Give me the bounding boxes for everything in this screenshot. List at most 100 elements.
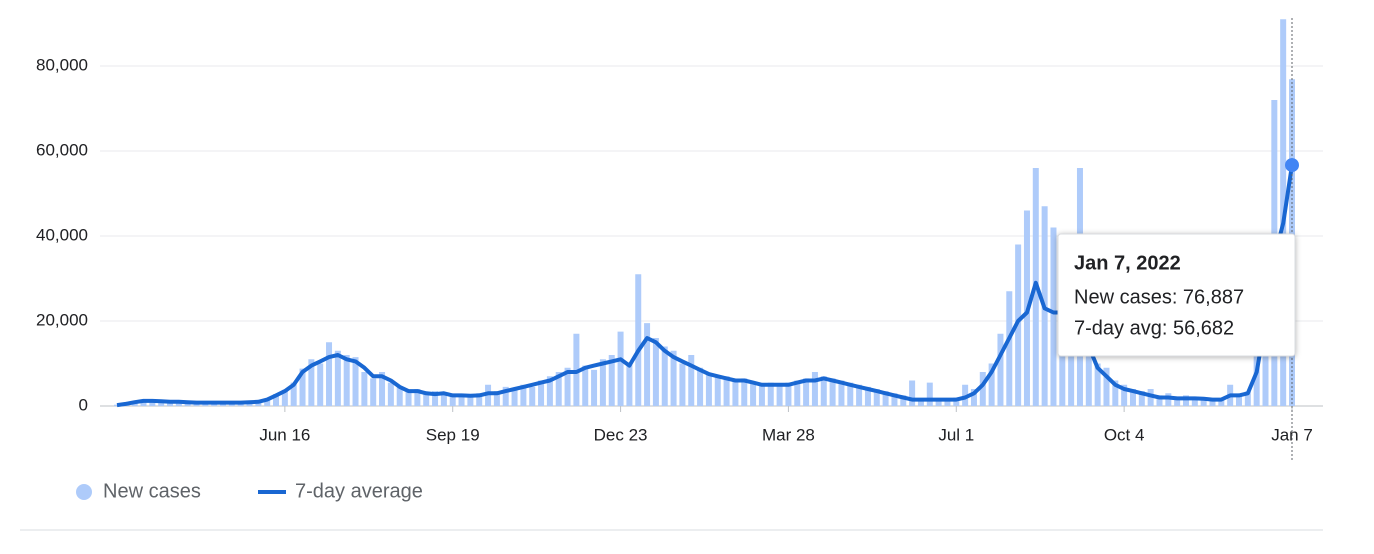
bar [1253,355,1260,406]
bar [458,394,465,406]
bar [997,333,1004,406]
bar [343,355,350,406]
bar [167,402,174,406]
bar [1191,397,1198,406]
bar [900,395,907,406]
tooltip-line: 7-day avg: 56,682 [1074,317,1234,339]
x-tick-label: Sep 19 [426,425,480,444]
bar [546,376,553,406]
bar [1200,397,1207,406]
bar [1218,399,1225,406]
bar [1147,389,1154,406]
bar [361,372,368,406]
bar [988,363,995,406]
bar [829,378,836,406]
bar [661,346,668,406]
bar [599,359,606,406]
bar [670,350,677,406]
bar [1235,395,1242,406]
bar [1209,398,1216,406]
bar [1244,391,1251,406]
bar [847,382,854,406]
bar [714,376,721,406]
bar [785,382,792,406]
bar [891,393,898,406]
bar [264,399,271,406]
hover-point [1285,158,1299,173]
bar [917,399,924,406]
bar [449,395,456,406]
bar [909,380,916,406]
bar [591,369,598,406]
bar [1006,291,1013,406]
y-tick-label: 60,000 [36,140,88,159]
bar [273,394,280,406]
bar [246,402,253,406]
bar [308,359,315,406]
bar [326,342,333,406]
bar [1094,363,1101,406]
bar [493,391,500,406]
bar [1112,380,1119,406]
x-tick-label: Dec 23 [594,425,648,444]
bar [953,397,960,406]
bar [856,384,863,406]
bar [140,400,147,406]
bar [379,372,386,406]
average-line [116,164,1294,408]
bar [396,386,403,406]
bar [511,389,518,406]
x-tick-label: Oct 4 [1104,425,1145,444]
bar [970,389,977,406]
bar [882,391,889,406]
x-tick-label: Mar 28 [762,425,815,444]
bar [370,378,377,406]
bar [414,389,421,406]
bar [697,367,704,406]
bar [811,372,818,406]
tooltip-box [1057,233,1296,357]
bar [758,384,765,406]
bar [626,363,633,406]
bar [476,393,483,406]
bar [635,274,642,406]
bar [644,323,651,406]
bar [944,398,951,406]
bar [281,389,288,406]
bar [1156,395,1163,406]
bar [564,367,571,406]
y-tick-label: 0 [79,395,88,414]
y-tick-label: 80,000 [36,55,88,74]
bar [387,382,394,406]
x-tick-label: Jul 1 [938,425,974,444]
bar [334,350,341,406]
bar [705,374,712,406]
bar [1121,384,1128,406]
bar [1138,391,1145,406]
bar [803,378,810,406]
bar [529,386,536,406]
bar [1085,329,1092,406]
bar [440,391,447,406]
bar [838,380,845,406]
y-tick-label: 40,000 [36,225,88,244]
tooltip-title: Jan 7, 2022 [1074,252,1181,274]
bar [538,380,545,406]
bar [317,363,324,406]
bar [767,382,774,406]
bar [1174,397,1181,406]
x-tick-label: Jun 16 [259,425,310,444]
bar [979,372,986,406]
bar [1103,367,1110,406]
bar [423,394,430,406]
bar [732,380,739,406]
bar [184,402,191,406]
bar [926,382,933,406]
bar [1129,389,1136,406]
tooltip-line: New cases: 76,887 [1074,286,1244,308]
bar [873,389,880,406]
bar [794,380,801,406]
bar [1165,393,1172,406]
bar [405,391,412,406]
bar [617,331,624,406]
